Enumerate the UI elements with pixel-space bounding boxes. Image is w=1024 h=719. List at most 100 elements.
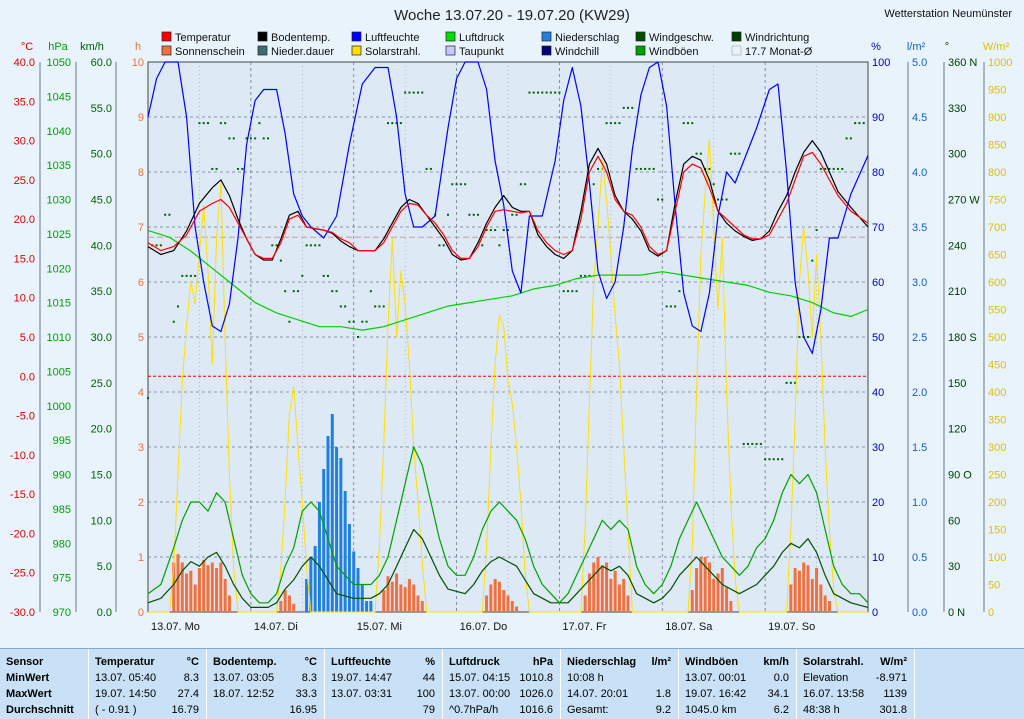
- wind-direction-point: [777, 458, 779, 461]
- wind-direction-point: [695, 152, 698, 155]
- legend-label: Windgeschw.: [649, 32, 714, 44]
- tick-label-wind: 40.0: [91, 240, 112, 252]
- tick-label-solar: 200: [988, 497, 1006, 509]
- sunshine-bar: [489, 584, 493, 612]
- stats-cell-label: 13.07. 00:01: [685, 672, 747, 684]
- sunshine-bar: [609, 579, 613, 612]
- rain-bar: [335, 447, 339, 612]
- column-header: Bodentemp.: [213, 656, 277, 668]
- legend-swatch: [351, 31, 362, 42]
- tick-label-temp: 5.0: [20, 332, 35, 344]
- wind-direction-point: [609, 122, 612, 125]
- tick-label-temp: 25.0: [14, 175, 35, 187]
- tick-label-sunshine: 1: [138, 552, 144, 564]
- wind-direction-point: [339, 305, 342, 308]
- wind-direction-point: [387, 122, 389, 125]
- series-line-temperatur: [147, 151, 869, 259]
- wind-direction-point: [751, 442, 754, 445]
- stats-cell-row: 79: [331, 704, 439, 718]
- stats-cell-label: 48:38 h: [803, 704, 840, 716]
- wind-direction-point: [789, 381, 792, 384]
- stats-column: Luftfeuchte% 19.07. 14:47 44 13.07. 03:31 10…: [324, 649, 443, 719]
- wind-direction-point: [202, 122, 205, 125]
- rain-bar: [322, 469, 326, 612]
- tick-label-temp: 35.0: [14, 96, 35, 108]
- wind-direction-point: [412, 91, 415, 94]
- stats-cell-label: 19.07. 14:47: [331, 672, 393, 684]
- tick-label-solar: 0: [988, 607, 994, 619]
- stats-cell-label: ^0.7hPa/h: [449, 704, 499, 716]
- column-unit: %: [425, 656, 435, 668]
- stats-cell-row: 48:38 h 301.8: [803, 704, 911, 718]
- tick-label-pressure: 1030: [47, 195, 71, 207]
- series-line-bodentemp-: [147, 140, 869, 261]
- wind-direction-point: [348, 320, 351, 323]
- sunshine-bar: [390, 581, 394, 612]
- wind-direction-point: [579, 274, 582, 277]
- sunshine-bar: [583, 595, 587, 612]
- sunshine-bar: [215, 568, 219, 612]
- wind-direction-point: [807, 336, 809, 338]
- wind-direction-point: [224, 122, 227, 125]
- sunshine-bar: [416, 595, 420, 612]
- stats-cell-label: 14.07. 20:01: [567, 688, 629, 700]
- wind-direction-point: [558, 91, 561, 94]
- wind-direction-point: [232, 137, 235, 140]
- legend-label: Nieder.dauer: [271, 46, 334, 58]
- sunshine-bar: [605, 562, 609, 612]
- sunshine-bar: [206, 565, 210, 612]
- wind-direction-point: [267, 137, 269, 140]
- rain-bar: [365, 601, 369, 612]
- column-unit: W/m²: [880, 656, 907, 668]
- wind-direction-point: [207, 122, 209, 125]
- stats-column-header: Temperatur °C: [95, 656, 203, 670]
- wind-direction-point: [669, 305, 672, 308]
- tick-label-temp: 30.0: [14, 136, 35, 148]
- tick-label-humidity: 20: [872, 497, 884, 509]
- tick-label-rain: 3.5: [912, 222, 927, 234]
- sunshine-bar: [729, 601, 733, 612]
- series-line-solarstrahl-: [148, 138, 868, 613]
- rain-bar: [305, 579, 309, 612]
- stats-label-column: Sensor MinWert MaxWert Durchschnitt: [0, 649, 86, 719]
- series-line-luftfeuchte: [147, 61, 869, 355]
- chart-title: Woche 13.07.20 - 19.07.20 (KW29): [394, 7, 630, 24]
- sunshine-bar: [197, 568, 201, 612]
- day-label: 13.07. Mo: [151, 621, 200, 633]
- row-label: MaxWert: [6, 688, 52, 700]
- tick-label-solar: 100: [988, 552, 1006, 564]
- rain-bar: [347, 524, 351, 612]
- wind-direction-point: [794, 381, 797, 384]
- column-unit: °C: [186, 656, 199, 668]
- stats-cell-value: -8.971: [875, 672, 907, 684]
- sunshine-bar: [497, 581, 501, 612]
- legend-swatch: [445, 45, 456, 56]
- axis-unit-temp: °C: [21, 41, 33, 53]
- stats-column: Temperatur °C 13.07. 05:40 8.3 19.07. 14:50 2…: [88, 649, 207, 719]
- tick-label-humidity: 100: [872, 57, 890, 69]
- sunshine-bar: [797, 570, 801, 612]
- wind-direction-point: [734, 152, 737, 155]
- tick-label-pressure: 990: [53, 470, 71, 482]
- wind-direction-point: [511, 213, 514, 216]
- line-layer: [147, 61, 869, 613]
- sunshine-bar: [219, 562, 223, 612]
- stats-cell-value: 8.3: [183, 672, 199, 684]
- tick-label-wind: 35.0: [91, 286, 112, 298]
- sunshine-bar: [223, 579, 227, 612]
- column-unit: °C: [304, 656, 317, 668]
- stats-cell-label: 13.07. 05:40: [95, 672, 157, 684]
- tick-label-direction: 300: [948, 149, 966, 161]
- sunshine-bar: [793, 568, 797, 612]
- tick-label-pressure: 980: [53, 538, 71, 550]
- wind-direction-point: [421, 91, 424, 94]
- wind-direction-point: [712, 183, 715, 186]
- wind-direction-point: [442, 244, 445, 247]
- axis-unit-wind: km/h: [80, 41, 104, 53]
- stats-cell-label: Gesamt:: [567, 704, 609, 716]
- wind-direction-point: [228, 137, 231, 140]
- axis-unit-rain: l/m²: [907, 41, 926, 53]
- tick-label-solar: 300: [988, 442, 1006, 454]
- tick-label-wind: 20.0: [91, 424, 112, 436]
- wind-direction-point: [854, 122, 857, 125]
